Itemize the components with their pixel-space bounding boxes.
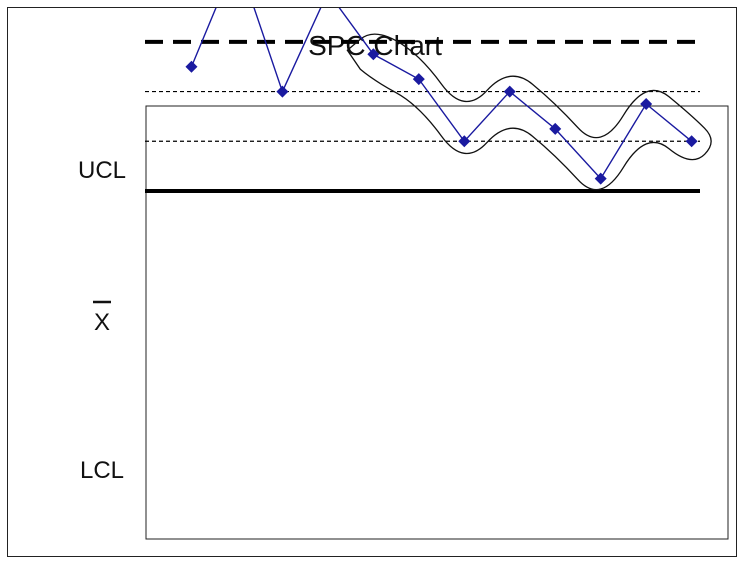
data-point-11: [640, 98, 653, 110]
data-point-6: [412, 73, 425, 86]
data-point-9: [549, 122, 562, 135]
series-line: [190, 8, 693, 180]
data-point-7: [458, 135, 471, 148]
trend-outline: [346, 33, 712, 191]
center-line-label: X: [94, 309, 110, 336]
data-point-8: [503, 85, 516, 98]
marker-layer: [185, 48, 698, 185]
plot-area: [145, 105, 729, 540]
chart-frame: SPC Chart UCL X LCL: [7, 7, 737, 557]
data-point-5: [367, 48, 380, 61]
data-point-12: [685, 135, 698, 148]
spc-chart: SPC Chart UCL X LCL: [78, 8, 729, 540]
control-labels: UCL X LCL: [78, 157, 126, 484]
trend-annotation: [346, 33, 712, 191]
control-lines: [145, 39, 700, 193]
ucl-label: UCL: [78, 157, 126, 184]
series-layer: [190, 8, 693, 180]
lcl-label: LCL: [80, 457, 124, 484]
data-point-1: [185, 60, 198, 73]
data-point-3: [276, 85, 289, 98]
data-point-10: [594, 172, 607, 185]
